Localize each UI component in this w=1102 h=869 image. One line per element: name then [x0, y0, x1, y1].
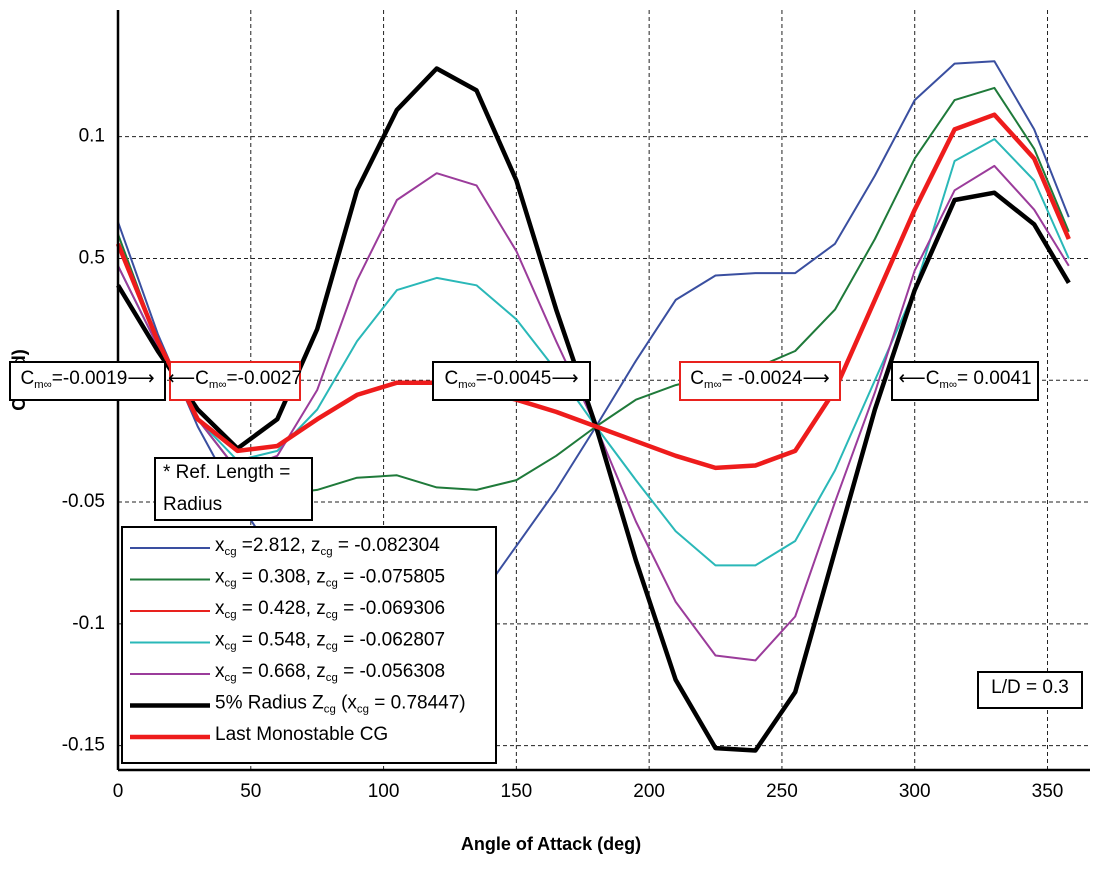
x-tick-label: 300	[899, 781, 931, 802]
x-tick-label: 0	[113, 781, 124, 802]
legend-label: xcg = 0.548, zcg = -0.062807	[215, 630, 445, 653]
note-text: * Ref. Length =	[163, 462, 290, 483]
annotation-box	[9, 361, 166, 401]
x-tick-label: 250	[766, 781, 798, 802]
annotation-text: ⟵Cm∞=-0.0027	[168, 368, 302, 391]
y-tick-label: -0.15	[62, 735, 105, 756]
annotation-box	[891, 361, 1039, 401]
legend-label: xcg = 0.308, zcg = -0.075805	[215, 567, 445, 590]
annotation-box	[432, 361, 591, 401]
x-tick-label: 50	[240, 781, 261, 802]
annotations: Cm∞=-0.0019⟶ ⟵Cm∞=-0.0027 Cm∞=-0.0045⟶ Cm∞=…	[9, 361, 1083, 709]
annotation-box	[977, 671, 1083, 709]
annotation-text: Cm∞=-0.0019⟶	[20, 368, 154, 391]
legend-label: xcg = 0.668, zcg = -0.056308	[215, 661, 445, 684]
y-tick-label: -0.1	[72, 613, 105, 634]
x-tick-label: 150	[501, 781, 533, 802]
x-axis-label: Angle of Attack (deg)	[461, 834, 641, 854]
x-tick-label: 200	[633, 781, 665, 802]
legend-label: 5% Radius Zcg (xcg = 0.78447)	[215, 693, 466, 716]
annotation-text: Cm∞= -0.0024⟶	[690, 368, 829, 391]
note-text: Radius	[163, 494, 222, 515]
legend-box	[121, 526, 497, 764]
annotation-box	[169, 361, 301, 401]
x-tick-label: 350	[1032, 781, 1064, 802]
note-box	[154, 457, 313, 521]
annotation-box	[679, 361, 841, 401]
legend: xcg =2.812, zcg = -0.082304 xcg = 0.308, …	[121, 526, 497, 764]
y-tick-label: 0.1	[79, 126, 105, 147]
annotation-text: L/D = 0.3	[991, 677, 1069, 698]
y-tick-label: -0.05	[62, 491, 105, 512]
legend-label: xcg =2.812, zcg = -0.082304	[215, 535, 440, 558]
annotation-text: ⟵Cm∞= 0.0041	[898, 368, 1031, 391]
y-tick-label: 0.5	[79, 247, 105, 268]
x-tick-label: 100	[368, 781, 400, 802]
legend-label: xcg = 0.428, zcg = -0.069306	[215, 598, 445, 621]
series-line	[115, 112, 1071, 471]
legend-label: Last Monostable CG	[215, 724, 388, 745]
annotation-text: Cm∞=-0.0045⟶	[444, 368, 578, 391]
